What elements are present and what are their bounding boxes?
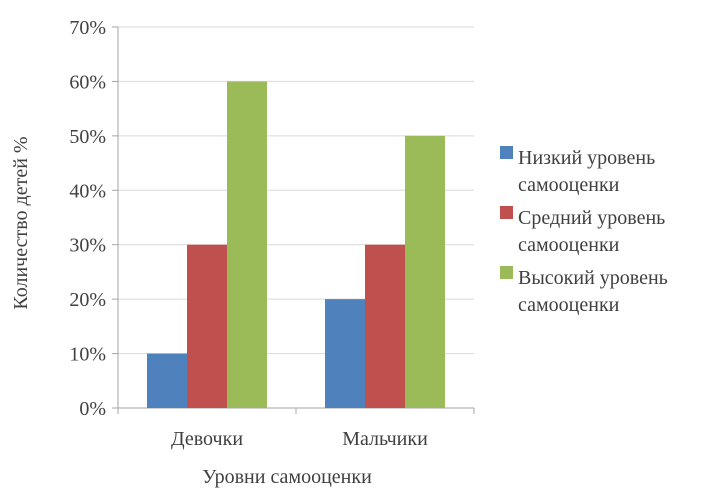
bar [365, 244, 405, 408]
gridlines [118, 26, 474, 355]
legend-label: Средний уровень [518, 207, 665, 229]
x-tick-label: Девочки [171, 428, 243, 450]
legend-swatch [500, 266, 513, 279]
tick-labels: 0% 10% 20% 30% 40% 50% 60% 70% Девочки Мальчики [69, 17, 428, 450]
y-tick-label: 70% [69, 17, 106, 39]
bar [325, 299, 365, 408]
legend-label: самооценки [518, 234, 620, 256]
legend-swatch [500, 146, 513, 159]
bar [187, 244, 227, 408]
legend: Низкий уровень самооценки Средний уровень с… [500, 146, 668, 316]
legend-label: Высокий уровень [518, 267, 668, 289]
bar [405, 135, 445, 408]
bars [147, 81, 445, 408]
x-tick-label: Мальчики [342, 428, 428, 450]
y-tick-label: 10% [69, 344, 106, 366]
y-tick-label: 60% [69, 71, 106, 93]
legend-label: Низкий уровень [518, 147, 655, 169]
y-tick-label: 50% [69, 126, 106, 148]
bar [227, 81, 267, 408]
y-tick-label: 20% [69, 289, 106, 311]
legend-label: самооценки [518, 174, 620, 196]
legend-label: самооценки [518, 294, 620, 316]
bar [147, 353, 187, 408]
y-tick-label: 40% [69, 180, 106, 202]
y-tick-label: 0% [79, 398, 106, 420]
y-tick-label: 30% [69, 235, 106, 257]
x-axis-title: Уровни самооценки [202, 466, 372, 488]
legend-swatch [500, 206, 513, 219]
y-axis-title: Количество детей % [10, 136, 32, 309]
